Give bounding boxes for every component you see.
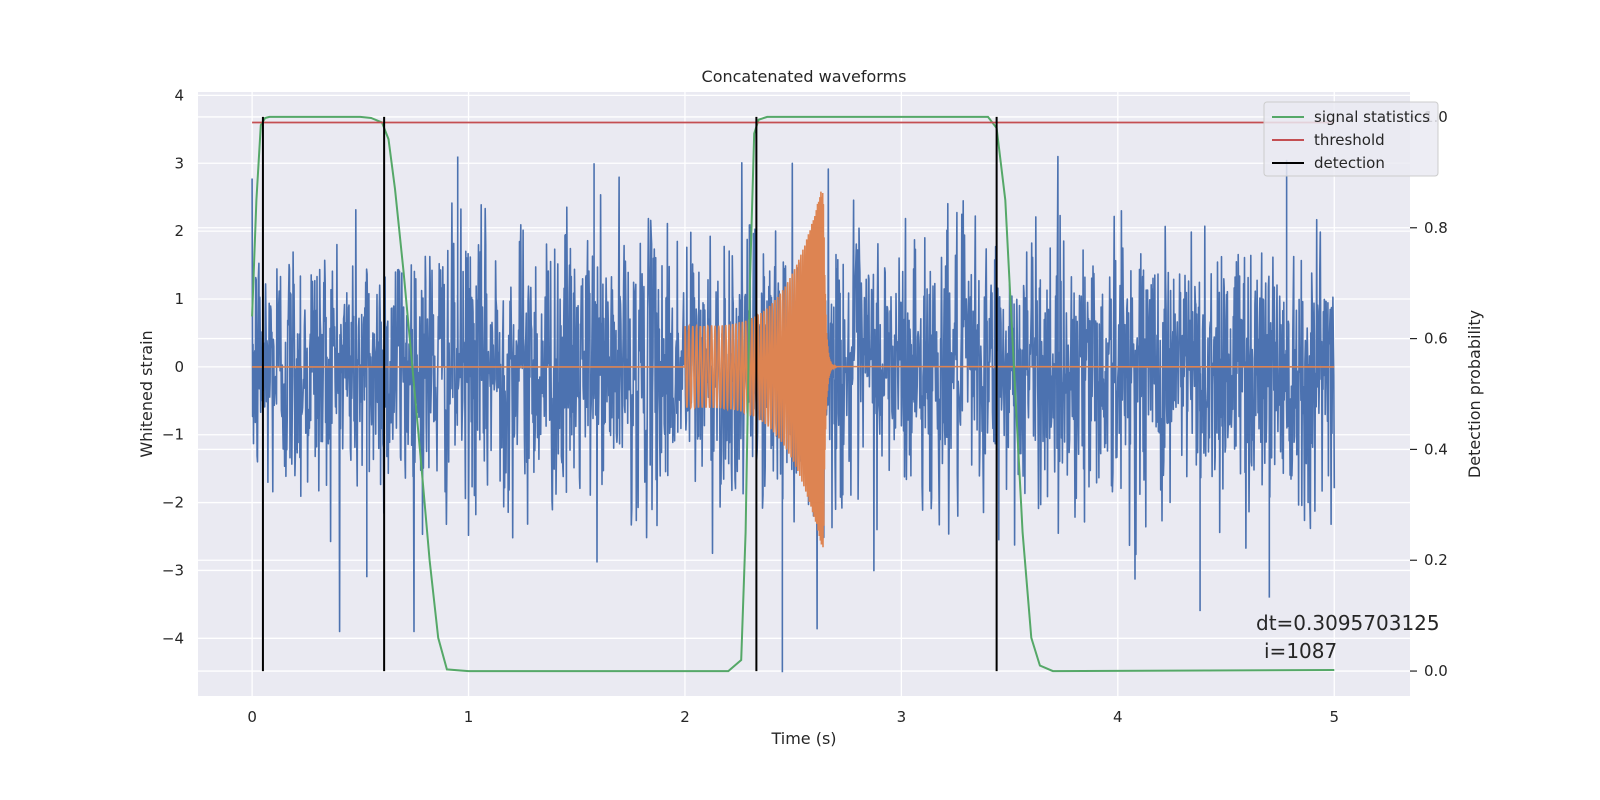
legend-box xyxy=(1263,101,1439,177)
y-tick-label: 3 xyxy=(174,154,184,172)
annotation-index: i=1087 xyxy=(1264,639,1337,663)
y2-tick-label: 0.2 xyxy=(1424,551,1448,569)
y-axis-label: Whitened strain xyxy=(137,330,156,457)
y-tick-label: 0 xyxy=(174,358,184,376)
y-tick-label: 2 xyxy=(174,222,184,240)
waveform-line xyxy=(252,191,1335,548)
y2-tick-label: 0.8 xyxy=(1424,219,1448,237)
y-tick-label: 4 xyxy=(174,86,184,104)
y-tick-label: −1 xyxy=(162,426,184,444)
x-tick-label: 4 xyxy=(1113,708,1123,726)
y2-tick-label: 0.4 xyxy=(1424,440,1448,458)
x-tick-label: 0 xyxy=(247,708,257,726)
legend: signal statistics threshold detection xyxy=(1263,101,1439,177)
statistics-series xyxy=(251,115,1335,673)
y-tick-label: 1 xyxy=(174,290,184,308)
y-tick-label: −3 xyxy=(162,561,184,579)
chart-title: Concatenated waveforms xyxy=(702,67,907,86)
legend-label-signal-statistics: signal statistics xyxy=(1314,108,1430,126)
detection-series xyxy=(261,116,998,672)
y2-axis-label: Detection probability xyxy=(1465,310,1484,478)
waveform-series xyxy=(252,191,1335,548)
x-tick-label: 1 xyxy=(464,708,474,726)
legend-label-threshold: threshold xyxy=(1314,131,1385,149)
y2-tick-label: 0.6 xyxy=(1424,330,1448,348)
x-tick-label: 2 xyxy=(680,708,690,726)
y2-tick-label: 0.0 xyxy=(1424,662,1448,680)
legend-label-detection: detection xyxy=(1314,154,1385,172)
signal-statistics-line xyxy=(251,115,1335,673)
x-axis-label: Time (s) xyxy=(770,729,836,748)
x-tick-label: 5 xyxy=(1329,708,1339,726)
y-tick-label: −4 xyxy=(162,629,184,647)
x-tick-label: 3 xyxy=(897,708,907,726)
y-tick-label: −2 xyxy=(162,494,184,512)
annotation-dt: dt=0.3095703125 xyxy=(1256,611,1440,635)
